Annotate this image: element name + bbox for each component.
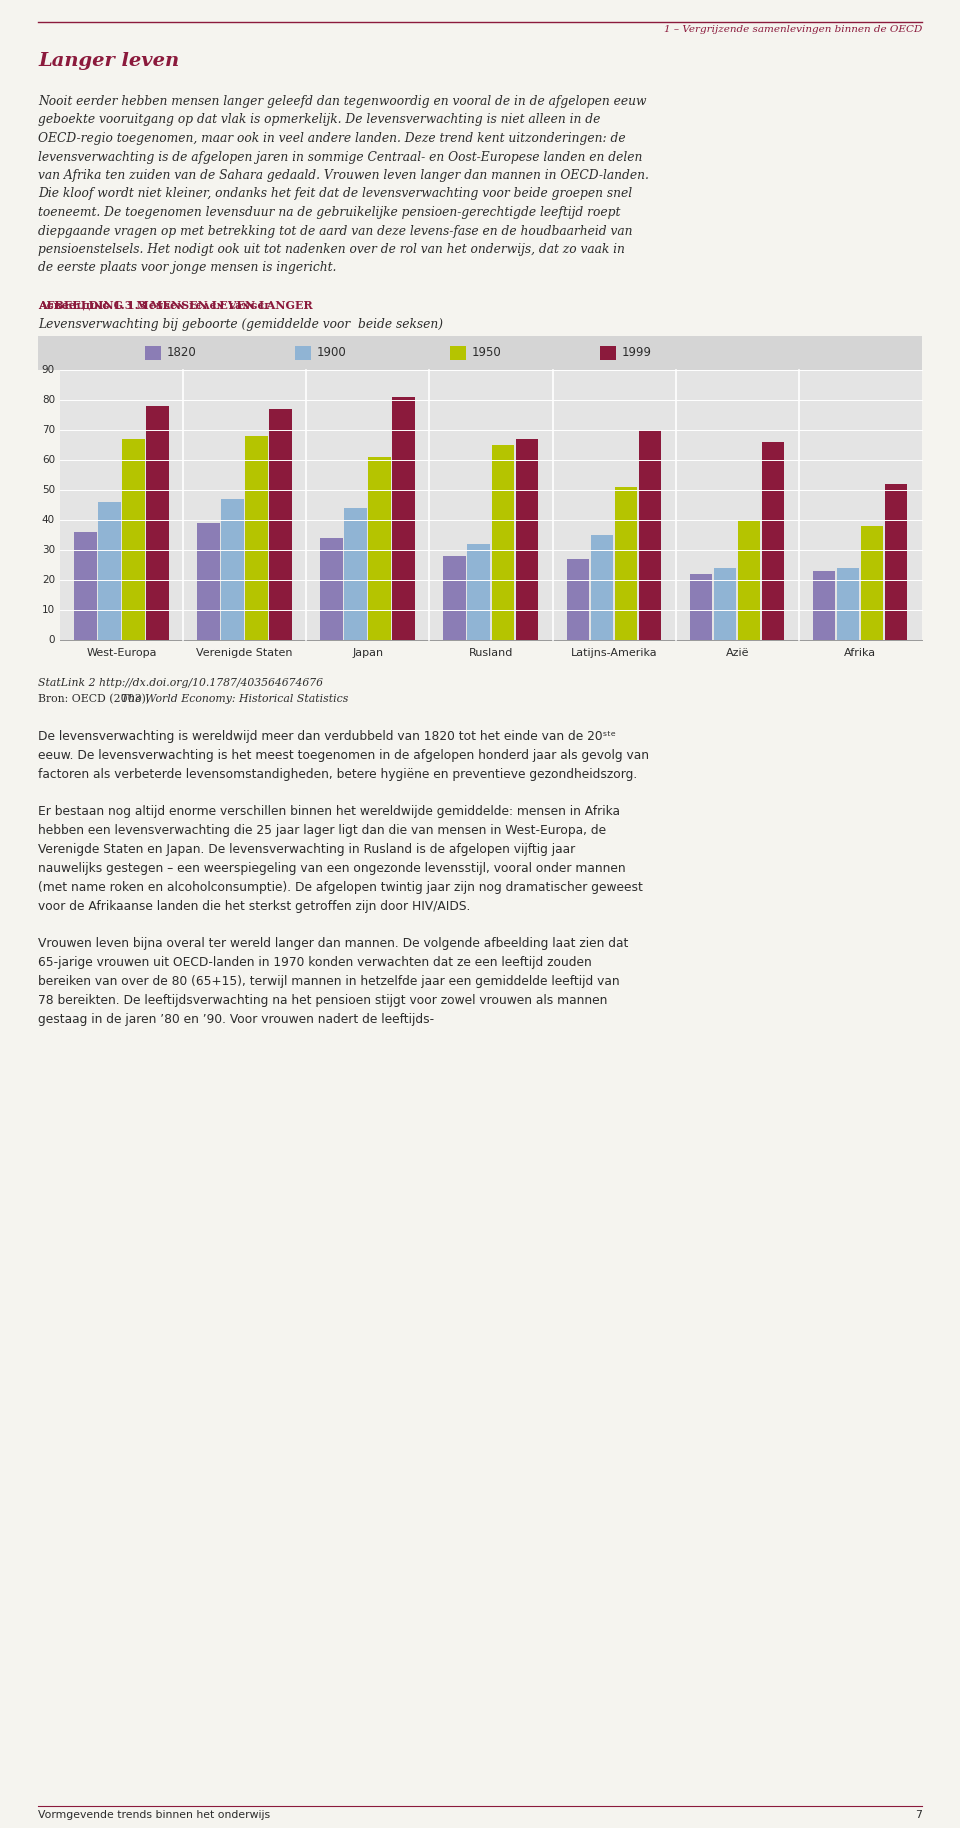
FancyBboxPatch shape <box>450 345 466 360</box>
Text: 50: 50 <box>42 484 55 495</box>
FancyBboxPatch shape <box>566 559 589 640</box>
FancyBboxPatch shape <box>600 345 616 360</box>
FancyBboxPatch shape <box>590 536 613 640</box>
Text: de eerste plaats voor jonge mensen is ingericht.: de eerste plaats voor jonge mensen is in… <box>38 261 336 274</box>
Text: hebben een levensverwachting die 25 jaar lager ligt dan die van mensen in West-E: hebben een levensverwachting die 25 jaar… <box>38 824 606 837</box>
Text: Vrouwen leven bijna overal ter wereld langer dan mannen. De volgende afbeelding : Vrouwen leven bijna overal ter wereld la… <box>38 938 629 951</box>
Text: Langer leven: Langer leven <box>38 51 180 69</box>
Text: gestaag in de jaren ’80 en ’90. Voor vrouwen nadert de leeftijds-: gestaag in de jaren ’80 en ’90. Voor vro… <box>38 1013 434 1026</box>
Text: Levensverwachting bij geboorte (gemiddelde voor  beide seksen): Levensverwachting bij geboorte (gemiddel… <box>38 318 443 331</box>
Text: Die kloof wordt niet kleiner, ondanks het feit dat de levensverwachting voor bei: Die kloof wordt niet kleiner, ondanks he… <box>38 188 632 201</box>
FancyBboxPatch shape <box>444 556 466 640</box>
Text: toeneemt. De toegenomen levensduur na de gebruikelijke pensioen-gerechtigde leef: toeneemt. De toegenomen levensduur na de… <box>38 207 620 219</box>
Text: Latijns-Amerika: Latijns-Amerika <box>571 647 658 658</box>
FancyBboxPatch shape <box>295 345 311 360</box>
FancyBboxPatch shape <box>638 430 661 640</box>
Text: Verenigde Staten: Verenigde Staten <box>197 647 293 658</box>
Text: OECD-regio toegenomen, maar ook in veel andere landen. Deze trend kent uitzonder: OECD-regio toegenomen, maar ook in veel … <box>38 132 626 144</box>
Text: 30: 30 <box>42 545 55 556</box>
FancyBboxPatch shape <box>813 570 835 640</box>
FancyBboxPatch shape <box>98 503 121 640</box>
Text: 10: 10 <box>42 605 55 614</box>
FancyBboxPatch shape <box>146 406 169 640</box>
Text: Azië: Azië <box>726 647 749 658</box>
Text: pensioenstelsels. Het nodigt ook uit tot nadenken over de rol van het onderwijs,: pensioenstelsels. Het nodigt ook uit tot… <box>38 243 625 256</box>
FancyBboxPatch shape <box>762 442 784 640</box>
Text: 1999: 1999 <box>622 347 652 360</box>
Text: 60: 60 <box>42 455 55 464</box>
Text: bereiken van over de 80 (65+15), terwijl mannen in hetzelfde jaar een gemiddelde: bereiken van over de 80 (65+15), terwijl… <box>38 974 619 987</box>
FancyBboxPatch shape <box>861 526 883 640</box>
Text: 7: 7 <box>915 1810 922 1821</box>
Text: 65-jarige vrouwen uit OECD-landen in 1970 konden verwachten dat ze een leeftijd : 65-jarige vrouwen uit OECD-landen in 197… <box>38 956 591 969</box>
Text: diepgaande vragen op met betrekking tot de aard van deze levens-fase en de houdb: diepgaande vragen op met betrekking tot … <box>38 225 633 238</box>
Text: 1 – Vergrijzende samenlevingen binnen de OECD: 1 – Vergrijzende samenlevingen binnen de… <box>663 26 922 35</box>
Text: Bron: OECD (2003),: Bron: OECD (2003), <box>38 695 153 704</box>
FancyBboxPatch shape <box>468 545 490 640</box>
Text: van Afrika ten zuiden van de Sahara gedaald. Vrouwen leven langer dan mannen in : van Afrika ten zuiden van de Sahara geda… <box>38 168 649 183</box>
Text: geboekte vooruitgang op dat vlak is opmerkelijk. De levensverwachting is niet al: geboekte vooruitgang op dat vlak is opme… <box>38 113 600 126</box>
FancyBboxPatch shape <box>393 397 415 640</box>
FancyBboxPatch shape <box>321 537 343 640</box>
Text: Verenigde Staten en Japan. De levensverwachting in Rusland is de afgelopen vijft: Verenigde Staten en Japan. De levensverw… <box>38 843 575 856</box>
Text: 40: 40 <box>42 515 55 525</box>
Text: nauwelijks gestegen – een weerspiegeling van een ongezonde levensstijl, vooral o: nauwelijks gestegen – een weerspiegeling… <box>38 863 626 876</box>
Text: factoren als verbeterde levensomstandigheden, betere hygiëne en preventieve gezo: factoren als verbeterde levensomstandigh… <box>38 768 637 781</box>
Text: 0: 0 <box>49 634 55 645</box>
FancyBboxPatch shape <box>885 484 907 640</box>
Text: 70: 70 <box>42 424 55 435</box>
Text: 80: 80 <box>42 395 55 406</box>
FancyBboxPatch shape <box>614 486 637 640</box>
Text: 1820: 1820 <box>167 347 197 360</box>
FancyBboxPatch shape <box>38 336 922 369</box>
Text: Aɢʙееʟдɪɴɢ 1.3 Mєɴѕєɴ ʟєʌєɴ ʟаɴɢєг: Aɢʙееʟдɪɴɢ 1.3 Mєɴѕєɴ ʟєʌєɴ ʟаɴɢєг <box>38 300 271 311</box>
Text: The World Economy: Historical Statistics: The World Economy: Historical Statistics <box>121 695 348 704</box>
Text: West-Europa: West-Europa <box>86 647 156 658</box>
Text: 78 bereikten. De leeftijdsverwachting na het pensioen stijgt voor zowel vrouwen : 78 bereikten. De leeftijdsverwachting na… <box>38 994 608 1007</box>
Text: voor de Afrikaanse landen die het sterkst getroffen zijn door HIV/AIDS.: voor de Afrikaanse landen die het sterks… <box>38 899 470 912</box>
Text: 20: 20 <box>42 576 55 585</box>
FancyBboxPatch shape <box>60 369 922 640</box>
Text: 1900: 1900 <box>317 347 347 360</box>
FancyBboxPatch shape <box>738 519 760 640</box>
Text: De levensverwachting is wereldwijd meer dan verdubbeld van 1820 tot het einde va: De levensverwachting is wereldwijd meer … <box>38 729 616 742</box>
Text: Japan: Japan <box>352 647 383 658</box>
FancyBboxPatch shape <box>269 409 292 640</box>
FancyBboxPatch shape <box>837 569 859 640</box>
FancyBboxPatch shape <box>221 499 244 640</box>
Text: Rusland: Rusland <box>468 647 514 658</box>
Text: StatLink 2 http://dx.doi.org/10.1787/403564674676: StatLink 2 http://dx.doi.org/10.1787/403… <box>38 678 323 687</box>
FancyBboxPatch shape <box>369 457 391 640</box>
FancyBboxPatch shape <box>245 437 268 640</box>
Text: eeuw. De levensverwachting is het meest toegenomen in de afgelopen honderd jaar : eeuw. De levensverwachting is het meest … <box>38 749 649 762</box>
Text: Er bestaan nog altijd enorme verschillen binnen het wereldwijde gemiddelde: mens: Er bestaan nog altijd enorme verschillen… <box>38 804 620 817</box>
Text: AFBEELDING 1.3 MENSEN LEVEN LANGER: AFBEELDING 1.3 MENSEN LEVEN LANGER <box>38 300 313 311</box>
FancyBboxPatch shape <box>492 444 514 640</box>
Text: (met name roken en alcoholconsumptie). De afgelopen twintig jaar zijn nog dramat: (met name roken en alcoholconsumptie). D… <box>38 881 643 894</box>
Text: Afrika: Afrika <box>845 647 876 658</box>
Text: levensverwachting is de afgelopen jaren in sommige Centraal- en Oost-Europese la: levensverwachting is de afgelopen jaren … <box>38 150 642 163</box>
Text: 1950: 1950 <box>472 347 502 360</box>
FancyBboxPatch shape <box>714 569 736 640</box>
FancyBboxPatch shape <box>197 523 220 640</box>
FancyBboxPatch shape <box>145 345 161 360</box>
FancyBboxPatch shape <box>74 532 97 640</box>
FancyBboxPatch shape <box>345 508 367 640</box>
Text: Nooit eerder hebben mensen langer geleefd dan tegenwoordig en vooral de in de af: Nooit eerder hebben mensen langer geleef… <box>38 95 646 108</box>
FancyBboxPatch shape <box>516 439 538 640</box>
Text: Vormgevende trends binnen het onderwijs: Vormgevende trends binnen het onderwijs <box>38 1810 270 1821</box>
FancyBboxPatch shape <box>689 574 712 640</box>
Text: 90: 90 <box>42 366 55 375</box>
FancyBboxPatch shape <box>122 439 145 640</box>
